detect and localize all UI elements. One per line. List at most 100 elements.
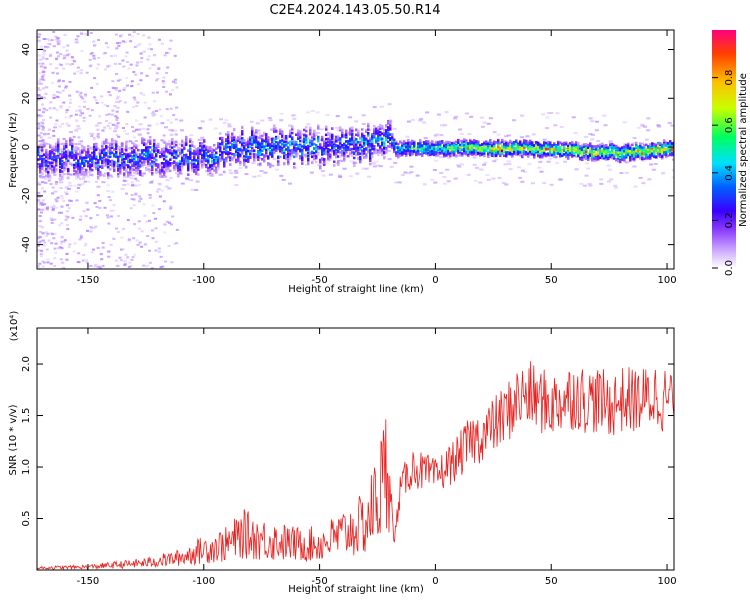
spectrogram-noise-cell — [90, 135, 94, 138]
spectrogram-band-cell — [429, 141, 432, 145]
spectrogram-noise-cell — [89, 230, 93, 233]
spectrogram-noise-cell — [40, 211, 43, 214]
spectrogram-band-cell — [383, 141, 386, 144]
spectrogram-noise-cell — [113, 139, 117, 142]
spectrogram-band-cell — [333, 138, 336, 141]
spectrogram-noise-cell — [61, 80, 65, 83]
spectrogram-halo-cell — [389, 165, 394, 168]
spectrogram-band-cell — [43, 169, 46, 172]
spectrogram-noise-cell — [41, 208, 45, 211]
spectrogram-noise-cell — [174, 118, 178, 121]
spectrogram-band-cell — [287, 149, 290, 153]
spectrogram-band-cell — [187, 167, 190, 171]
spectrogram-band-cell — [467, 150, 470, 153]
spectrogram-noise-cell — [153, 53, 156, 56]
spectrogram-band-cell — [475, 140, 478, 143]
spectrogram-band-cell — [507, 142, 510, 146]
spectrogram-band-cell — [53, 168, 56, 172]
spectrogram-band-cell — [165, 162, 168, 166]
spectrogram-band-cell — [243, 163, 246, 167]
spectrogram-noise-cell — [49, 63, 53, 66]
spectrogram-noise-cell — [126, 84, 129, 87]
spectrogram-noise-cell — [103, 104, 107, 107]
spectrogram-band-cell — [311, 139, 314, 142]
spectrogram-band-cell — [305, 126, 308, 129]
spectrogram-band-cell — [507, 145, 510, 149]
spectrogram-noise-cell — [165, 71, 169, 74]
spectrogram-band-cell — [179, 166, 182, 170]
spectrogram-band-cell — [339, 145, 342, 148]
spectrogram-halo-cell — [439, 156, 444, 159]
spectrogram-band-cell — [511, 141, 514, 144]
spectrogram-band-cell — [119, 149, 122, 152]
spectrogram-band-cell — [453, 152, 456, 156]
spectrogram-noise-cell — [88, 65, 92, 68]
spectrogram-noise-cell — [130, 258, 134, 261]
spectrogram-noise-cell — [158, 183, 162, 186]
spectrogram-noise-cell — [115, 116, 119, 119]
spectrogram-noise-cell — [92, 40, 96, 43]
spectrogram-band-cell — [45, 159, 48, 163]
spectrogram-band-cell — [113, 160, 116, 164]
spectrogram-band-cell — [161, 166, 164, 169]
spectrogram-band-cell — [397, 155, 400, 159]
spectrogram-halo-cell — [364, 167, 369, 170]
spectrogram-band-cell — [107, 160, 110, 163]
spectrogram-band-cell — [443, 142, 446, 145]
spectrogram-noise-cell — [175, 228, 179, 231]
spectrogram-band-cell — [411, 149, 414, 153]
spectrogram-noise-cell — [94, 99, 98, 102]
spectrogram-noise-cell — [59, 187, 63, 190]
spectrogram-band-cell — [135, 166, 138, 169]
spectrogram-band-cell — [339, 142, 342, 145]
spectrogram-band-cell — [507, 151, 510, 154]
spectrogram-halo-cell — [200, 120, 205, 123]
spectrogram-band-cell — [101, 166, 104, 169]
spectrogram-band-cell — [77, 159, 80, 162]
spectrogram-band-cell — [469, 146, 472, 149]
spectrogram-noise-cell — [79, 91, 83, 94]
spectrogram-band-cell — [113, 148, 116, 151]
spectrogram-band-cell — [205, 146, 208, 150]
spectrogram-band-cell — [189, 144, 192, 147]
spectrogram-band-cell — [295, 147, 298, 150]
spectrogram-band-cell — [345, 133, 348, 136]
spectrogram-halo-cell — [409, 171, 414, 174]
spectrogram-halo-cell — [169, 176, 173, 179]
spectrogram-noise-cell — [66, 210, 70, 213]
spectrogram-band-cell — [189, 152, 192, 155]
spectrogram-band-cell — [59, 174, 62, 177]
spectrogram-band-cell — [521, 142, 524, 145]
spectrogram-band-cell — [111, 164, 114, 167]
spectrogram-band-cell — [169, 145, 172, 149]
spectrogram-band-cell — [275, 130, 278, 133]
spectrogram-band-cell — [201, 147, 204, 151]
spectrogram-band-cell — [515, 150, 518, 153]
spectrogram-band-cell — [87, 151, 90, 154]
spectrogram-band-cell — [361, 139, 364, 142]
spectrogram-band-cell — [185, 155, 188, 158]
spectrogram-noise-cell — [120, 236, 124, 239]
spectrogram-band-cell — [361, 137, 364, 141]
spectrogram-noise-cell — [38, 125, 42, 128]
spectrogram-band-cell — [253, 132, 256, 135]
spectrogram-halo-cell — [464, 112, 469, 115]
spectrogram-band-cell — [63, 144, 66, 148]
spectrogram-band-cell — [97, 161, 100, 164]
spectrogram-halo-cell — [306, 123, 311, 126]
spectrogram-band-cell — [375, 137, 378, 141]
spectrogram-noise-cell — [85, 261, 89, 264]
spectrogram-band-cell — [331, 135, 334, 138]
spectrogram-band-cell — [161, 169, 164, 172]
spectrogram-band-cell — [49, 167, 52, 170]
spectrogram-band-cell — [135, 168, 138, 172]
spectrogram-band-cell — [461, 140, 464, 143]
spectrogram-band-cell — [377, 126, 380, 129]
spectrogram-band-cell — [471, 153, 474, 156]
spectrogram-band-cell — [131, 146, 134, 150]
spectrogram-band-cell — [163, 165, 166, 169]
spectrogram-noise-cell — [39, 45, 43, 48]
spectrogram-band-cell — [155, 158, 158, 162]
spectrogram-halo-cell — [486, 122, 491, 125]
spectrogram-band-cell — [307, 144, 310, 148]
